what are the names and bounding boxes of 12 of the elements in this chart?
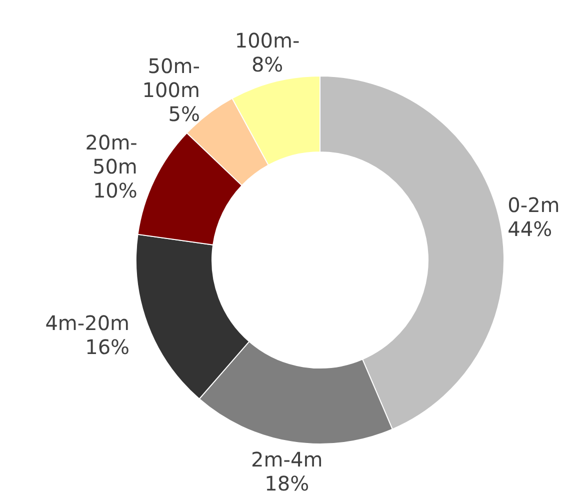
slice-label: 2m-4m <box>251 447 323 472</box>
data-label: 44% <box>508 217 552 242</box>
data-label: 18% <box>264 471 310 496</box>
data-label: 10% <box>92 178 138 203</box>
slice-label: 20m-50m <box>85 130 138 179</box>
data-label: 8% <box>251 52 284 77</box>
data-label: 16% <box>85 334 130 359</box>
slice-label: 100m- <box>234 28 300 53</box>
slice-label: 0-2m <box>508 193 560 218</box>
slice-label: 4m-20m <box>45 310 130 335</box>
slice-label: 50m-100m <box>142 54 200 102</box>
data-label: 5% <box>168 102 200 126</box>
